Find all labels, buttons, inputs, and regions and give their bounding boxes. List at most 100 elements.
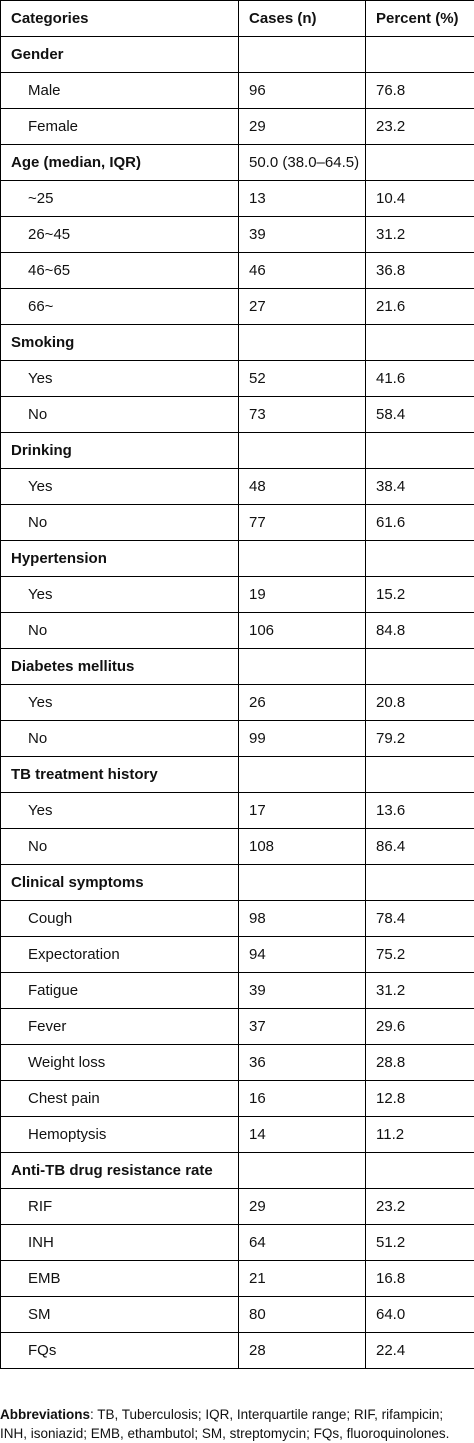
category-cell: FQs xyxy=(1,1333,239,1369)
category-cell: Hemoptysis xyxy=(1,1117,239,1153)
percent-cell: 41.6 xyxy=(366,361,474,397)
cases-cell: 14 xyxy=(239,1117,366,1153)
category-cell: Fatigue xyxy=(1,973,239,1009)
cases-cell: 36 xyxy=(239,1045,366,1081)
cases-cell: 19 xyxy=(239,577,366,613)
cases-cell xyxy=(239,37,366,73)
cases-cell: 80 xyxy=(239,1297,366,1333)
cases-cell: 39 xyxy=(239,973,366,1009)
category-cell: Age (median, IQR) xyxy=(1,145,239,181)
category-cell: Expectoration xyxy=(1,937,239,973)
percent-cell: 16.8 xyxy=(366,1261,474,1297)
percent-cell: 11.2 xyxy=(366,1117,474,1153)
percent-cell: 61.6 xyxy=(366,505,474,541)
percent-cell xyxy=(366,865,474,901)
table-group-row: Clinical symptoms xyxy=(1,865,474,901)
cases-cell: 98 xyxy=(239,901,366,937)
cases-cell: 99 xyxy=(239,721,366,757)
category-cell: Chest pain xyxy=(1,1081,239,1117)
cases-cell: 28 xyxy=(239,1333,366,1369)
percent-cell xyxy=(366,37,474,73)
percent-cell: 86.4 xyxy=(366,829,474,865)
cases-cell xyxy=(239,541,366,577)
cases-cell: 46 xyxy=(239,253,366,289)
cases-cell: 21 xyxy=(239,1261,366,1297)
table-group-row: Hypertension xyxy=(1,541,474,577)
footnote-label: Abbreviations xyxy=(0,1407,90,1422)
category-cell: Female xyxy=(1,109,239,145)
table-group-row: Age (median, IQR)50.0 (38.0–64.5) xyxy=(1,145,474,181)
percent-cell: 36.8 xyxy=(366,253,474,289)
percent-cell: 20.8 xyxy=(366,685,474,721)
category-cell: Yes xyxy=(1,793,239,829)
percent-cell: 23.2 xyxy=(366,1189,474,1225)
cases-cell: 73 xyxy=(239,397,366,433)
category-cell: RIF xyxy=(1,1189,239,1225)
table-group-row: TB treatment history xyxy=(1,757,474,793)
category-cell: No xyxy=(1,829,239,865)
percent-cell: 75.2 xyxy=(366,937,474,973)
cases-cell: 27 xyxy=(239,289,366,325)
percent-cell: 51.2 xyxy=(366,1225,474,1261)
percent-cell: 64.0 xyxy=(366,1297,474,1333)
percent-cell: 58.4 xyxy=(366,397,474,433)
percent-cell: 13.6 xyxy=(366,793,474,829)
cases-cell: 52 xyxy=(239,361,366,397)
cases-cell: 13 xyxy=(239,181,366,217)
category-cell: Yes xyxy=(1,469,239,505)
category-cell: Yes xyxy=(1,577,239,613)
cases-cell: 77 xyxy=(239,505,366,541)
header-percent: Percent (%) xyxy=(366,1,474,37)
percent-cell: 79.2 xyxy=(366,721,474,757)
percent-cell xyxy=(366,649,474,685)
percent-cell: 10.4 xyxy=(366,181,474,217)
category-cell: Diabetes mellitus xyxy=(1,649,239,685)
category-cell: TB treatment history xyxy=(1,757,239,793)
percent-cell: 28.8 xyxy=(366,1045,474,1081)
percent-cell: 31.2 xyxy=(366,217,474,253)
cases-cell xyxy=(239,325,366,361)
category-cell: Yes xyxy=(1,361,239,397)
category-cell: Yes xyxy=(1,685,239,721)
category-cell: No xyxy=(1,505,239,541)
category-cell: 46~65 xyxy=(1,253,239,289)
category-cell: No xyxy=(1,397,239,433)
cases-cell xyxy=(239,649,366,685)
category-cell: Fever xyxy=(1,1009,239,1045)
cases-cell: 29 xyxy=(239,1189,366,1225)
percent-cell: 29.6 xyxy=(366,1009,474,1045)
category-cell: SM xyxy=(1,1297,239,1333)
cases-cell: 26 xyxy=(239,685,366,721)
cases-cell: 37 xyxy=(239,1009,366,1045)
category-cell: Drinking xyxy=(1,433,239,469)
category-cell: No xyxy=(1,613,239,649)
cases-cell: 94 xyxy=(239,937,366,973)
cases-cell: 17 xyxy=(239,793,366,829)
cases-cell: 108 xyxy=(239,829,366,865)
category-cell: Gender xyxy=(1,37,239,73)
table-group-row: Smoking xyxy=(1,325,474,361)
header-categories: Categories xyxy=(1,1,239,37)
percent-cell: 22.4 xyxy=(366,1333,474,1369)
percent-cell: 78.4 xyxy=(366,901,474,937)
percent-cell: 38.4 xyxy=(366,469,474,505)
